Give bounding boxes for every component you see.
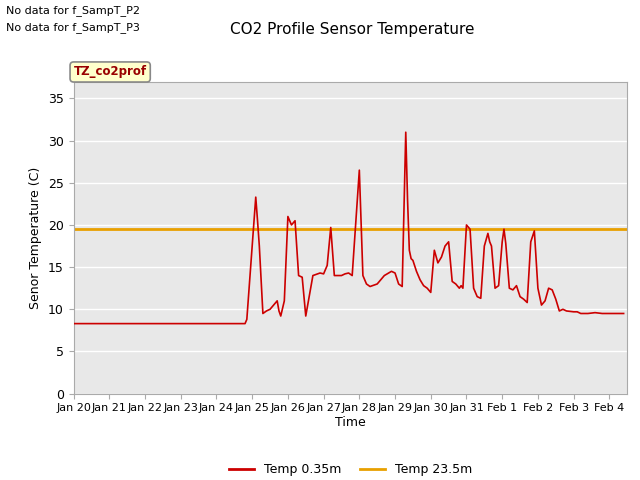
Text: CO2 Profile Sensor Temperature: CO2 Profile Sensor Temperature (230, 22, 474, 36)
Text: No data for f_SampT_P3: No data for f_SampT_P3 (6, 22, 140, 33)
Text: No data for f_SampT_P2: No data for f_SampT_P2 (6, 5, 140, 16)
Y-axis label: Senor Temperature (C): Senor Temperature (C) (29, 167, 42, 309)
Legend: Temp 0.35m, Temp 23.5m: Temp 0.35m, Temp 23.5m (224, 458, 477, 480)
Text: TZ_co2prof: TZ_co2prof (74, 65, 147, 78)
X-axis label: Time: Time (335, 416, 366, 429)
